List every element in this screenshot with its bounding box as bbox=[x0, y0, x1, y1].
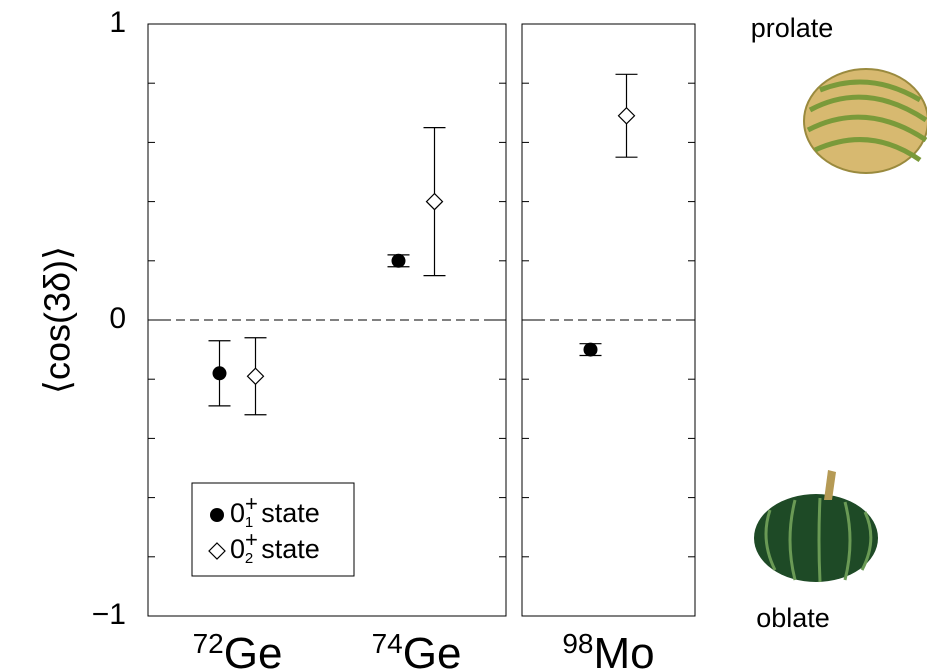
point bbox=[425, 192, 444, 211]
annotation: prolate bbox=[751, 13, 834, 43]
legend-sup: + bbox=[245, 527, 258, 552]
isotope-symbol: Ge bbox=[224, 629, 283, 672]
isotope-symbol: Mo bbox=[594, 629, 655, 672]
legend-sub: 1 bbox=[245, 514, 253, 531]
legend-base: 0 bbox=[230, 498, 245, 528]
isotope-mass: 98 bbox=[562, 628, 593, 659]
isotope-mass: 74 bbox=[372, 628, 403, 659]
x-tick-label: 74Ge bbox=[372, 628, 462, 672]
y-tick-label: −1 bbox=[92, 598, 126, 631]
melon-image bbox=[803, 68, 927, 174]
legend-sub: 2 bbox=[245, 550, 253, 567]
pumpkin-image bbox=[754, 470, 878, 583]
y-tick-label: 0 bbox=[109, 302, 126, 335]
point bbox=[212, 366, 227, 381]
legend-label: 0+ 2 state bbox=[230, 527, 320, 567]
x-tick-label: 98Mo bbox=[562, 628, 654, 672]
point bbox=[617, 106, 636, 125]
isotope-mass: 72 bbox=[193, 628, 224, 659]
y-axis-label: ⟨cos(3δ)⟩ bbox=[37, 246, 78, 394]
x-tick-label: 72Ge bbox=[193, 628, 283, 672]
plot-frame bbox=[147, 23, 507, 617]
isotope-symbol: Ge bbox=[403, 629, 462, 672]
legend-marker bbox=[210, 508, 224, 522]
y-tick-label: 1 bbox=[109, 6, 126, 39]
legend-base: 0 bbox=[230, 534, 245, 564]
legend-marker bbox=[208, 542, 226, 560]
annotation: oblate bbox=[756, 603, 830, 633]
legend-label: 0+ 1 state bbox=[230, 491, 320, 531]
legend-text: state bbox=[261, 498, 320, 528]
legend-text: state bbox=[261, 534, 320, 564]
point bbox=[246, 367, 265, 386]
legend-box bbox=[191, 482, 355, 577]
point bbox=[583, 342, 598, 357]
legend-sup: + bbox=[245, 491, 258, 516]
point bbox=[391, 253, 406, 268]
